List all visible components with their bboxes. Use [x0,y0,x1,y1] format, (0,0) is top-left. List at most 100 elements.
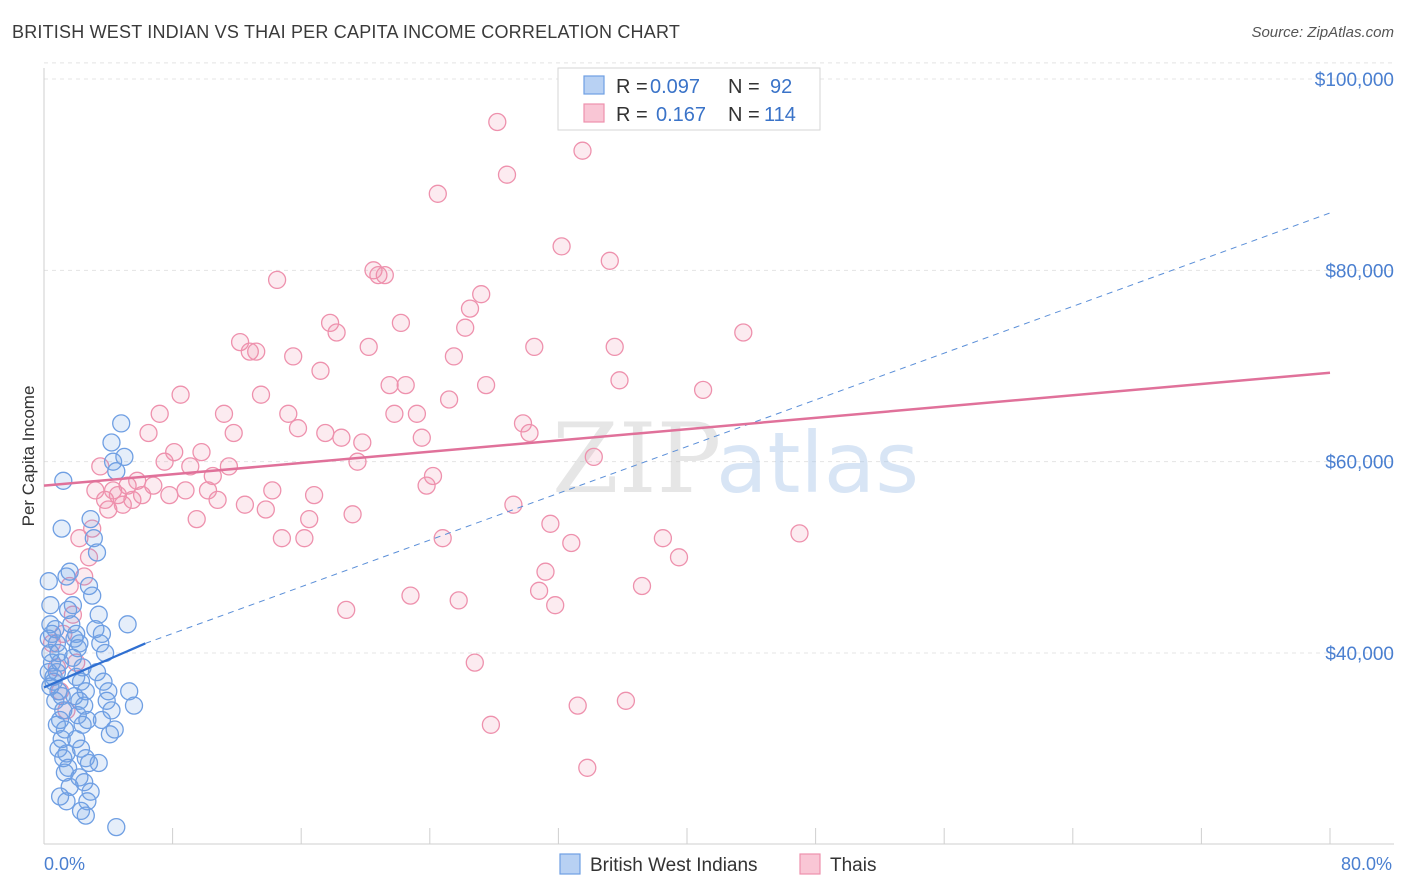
bottom-legend-swatch-pink [799,853,821,875]
thai-point-66 [369,265,388,285]
y-tick-label: $60,000 [1325,453,1394,474]
british-west-indian-point-69 [89,605,108,624]
thai-point-84 [465,653,484,672]
thai-point-93 [525,337,544,357]
thai-point-98 [552,237,571,256]
legend-n-label-2: N = [728,104,760,126]
thai-point-23 [139,423,158,443]
british-west-indian-point-38 [62,615,81,634]
thai-point-37 [214,404,234,423]
british-west-indian-point-75 [94,672,113,691]
x-tick-label-max: 80.0% [1341,854,1392,874]
thai-point-40 [230,332,250,352]
legend-r-value-2: 0.167 [656,104,706,126]
y-tick-label: $40,000 [1325,644,1394,665]
legend-swatch-blue [583,75,605,95]
thai-point-96 [541,514,560,533]
british-west-indian-point-65 [84,529,103,548]
legend-n-value-1: 92 [770,76,792,98]
thai-point-110 [669,548,689,567]
y-axis-label: Per Capita Income [19,386,38,527]
thai-point-91 [513,414,533,433]
british-west-indian-trend-extension [145,212,1331,644]
british-west-indian-point-72 [91,634,110,653]
legend-n-value-2: 114 [764,104,796,126]
thai-point-60 [337,600,356,620]
british-west-indian-point-23 [52,729,71,749]
british-west-indian-point-1 [41,596,60,615]
british-west-indian-point-57 [79,753,99,773]
thai-point-28 [165,442,184,462]
thai-point-39 [224,423,243,443]
british-west-indian-point-61 [78,792,97,811]
thai-point-42 [240,342,259,361]
thai-point-58 [327,323,346,342]
thai-point-48 [272,529,292,548]
thai-point-76 [423,466,443,486]
thai-point-77 [428,184,447,203]
thai-point-31 [181,457,200,476]
british-west-indian-point-0 [39,572,58,591]
y-tick-labels: $40,000 $60,000 $80,000 $100,000 [1315,70,1394,665]
thai-point-36 [208,490,227,510]
thai-point-55 [311,361,330,380]
british-west-indian-point-86 [102,433,121,452]
thai-point-44 [251,385,271,404]
thai-point-67 [375,265,394,285]
thai-point-17 [108,485,128,505]
data-points [39,112,809,837]
thai-point-38 [219,457,239,476]
legend-n-label-1: N = [728,76,760,98]
thai-point-88 [488,112,507,132]
british-west-indian-point-87 [115,447,134,467]
british-west-indian-point-28 [55,763,75,782]
british-west-indian-point-59 [75,773,94,792]
thai-point-104 [600,251,619,270]
british-west-indian-point-29 [60,777,79,797]
thai-point-72 [401,586,420,605]
thai-point-92 [520,423,539,443]
thai-point-106 [610,371,629,390]
british-west-indian-point-77 [97,691,116,710]
thai-point-87 [481,715,501,734]
british-west-indian-point-68 [83,586,102,605]
thai-point-75 [417,476,436,495]
british-west-indian-point-64 [81,509,100,529]
british-west-indian-point-32 [54,471,73,490]
british-west-indian-trend-line [43,642,146,689]
british-west-indian-point-63 [76,806,95,825]
thai-point-109 [653,529,673,548]
thai-point-52 [295,529,314,548]
thai-point-59 [332,428,351,447]
legend-r-value-1: 0.097 [650,76,700,98]
thai-point-53 [300,509,319,529]
british-west-indian-point-91 [107,817,126,837]
thai-point-108 [632,576,652,596]
thai-point-100 [568,696,587,715]
british-west-indian-point-54 [67,729,86,749]
thai-point-57 [320,313,340,333]
thai-point-15 [99,500,118,519]
thai-point-41 [235,495,255,514]
thai-point-18 [113,495,132,514]
thai-point-78 [433,529,452,548]
thai-point-25 [150,404,169,423]
british-west-indian-point-31 [57,792,76,811]
thai-point-24 [144,476,163,495]
british-west-indian-point-42 [68,639,87,658]
thai-point-33 [192,442,211,462]
trend-lines [43,212,1331,689]
thai-point-112 [734,323,753,342]
bottom-legend: British West Indians Thais [559,853,876,876]
british-west-indian-point-89 [120,682,139,701]
legend-swatch-pink [583,103,605,123]
british-west-indian-point-26 [54,749,73,768]
thai-point-9 [75,567,94,586]
watermark-zip: ZIP [552,403,721,515]
thai-point-99 [562,533,581,553]
thai-point-79 [439,390,459,409]
british-west-indian-point-81 [100,725,120,744]
x-ticks [43,828,1331,844]
thai-point-94 [529,581,549,600]
